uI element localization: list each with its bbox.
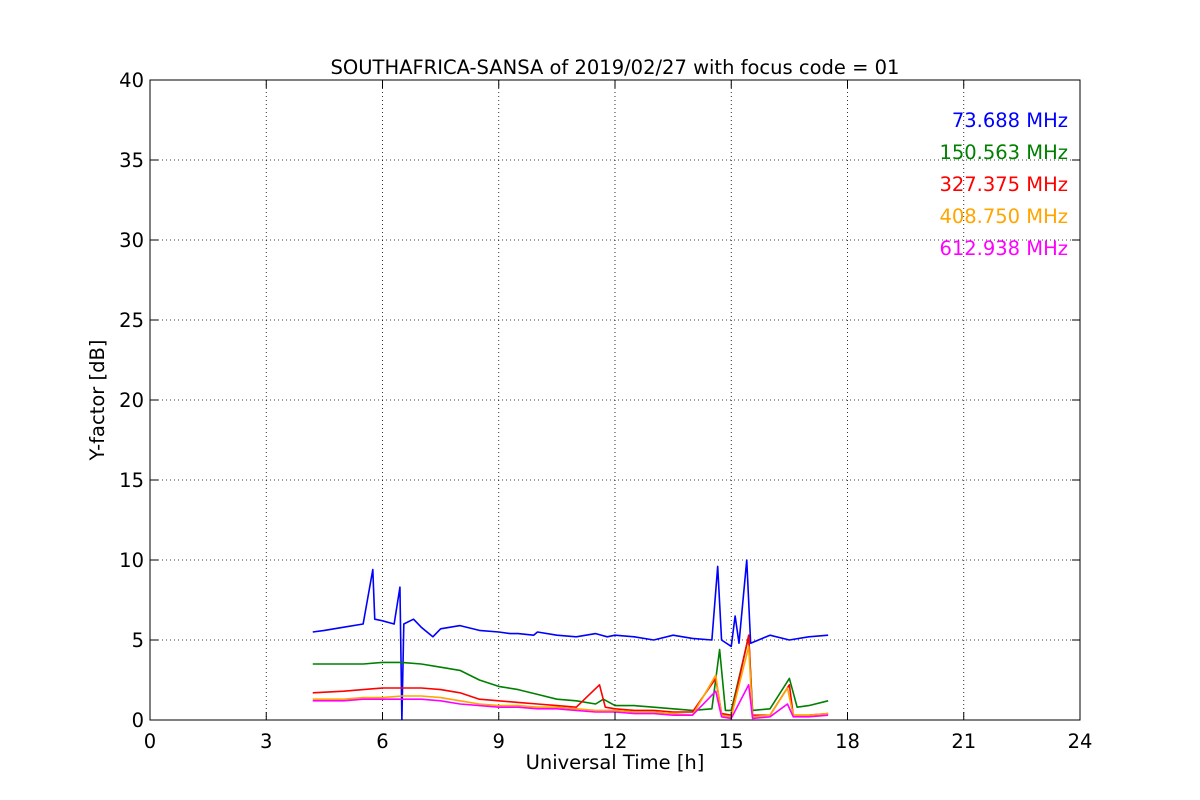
y-axis-label: Y-factor [dB]	[86, 340, 109, 462]
y-tick-label: 40	[119, 69, 144, 92]
grid-lines	[150, 80, 1080, 720]
x-tick-label: 21	[951, 730, 976, 753]
y-tick-label: 30	[119, 229, 144, 252]
legend-entry: 327.375 MHz	[939, 173, 1068, 196]
x-tick-label: 15	[719, 730, 744, 753]
x-tick-label: 24	[1068, 730, 1093, 753]
chart-title: SOUTHAFRICA-SANSA of 2019/02/27 with foc…	[331, 56, 900, 79]
y-tick-label: 0	[132, 709, 144, 732]
y-tick-label: 35	[119, 149, 144, 172]
legend-entry: 408.750 MHz	[939, 205, 1068, 228]
y-tick-label: 10	[119, 549, 144, 572]
x-tick-label: 9	[493, 730, 505, 753]
legend-entry: 150.563 MHz	[939, 141, 1068, 164]
series-layer	[312, 559, 829, 720]
series-line	[312, 684, 829, 720]
x-tick-label: 6	[376, 730, 388, 753]
axis-ticks: 0 3 6 9 12 15 18 21 24 0 5 10 15 20 25 30 35 40	[119, 69, 1092, 753]
series-line	[312, 645, 829, 718]
legend-entry: 73.688 MHz	[952, 109, 1068, 132]
x-tick-label: 18	[835, 730, 860, 753]
y-tick-label: 25	[119, 309, 144, 332]
x-tick-label: 3	[260, 730, 272, 753]
legend-entry: 612.938 MHz	[939, 237, 1068, 260]
legend: 73.688 MHz 150.563 MHz 327.375 MHz 408.750 …	[939, 109, 1068, 260]
x-tick-label: 12	[603, 730, 628, 753]
y-tick-label: 5	[132, 629, 144, 652]
y-tick-label: 15	[119, 469, 144, 492]
series-line	[312, 559, 829, 720]
y-tick-label: 20	[119, 389, 144, 412]
x-axis-label: Universal Time [h]	[526, 751, 705, 774]
x-tick-label: 0	[144, 730, 156, 753]
